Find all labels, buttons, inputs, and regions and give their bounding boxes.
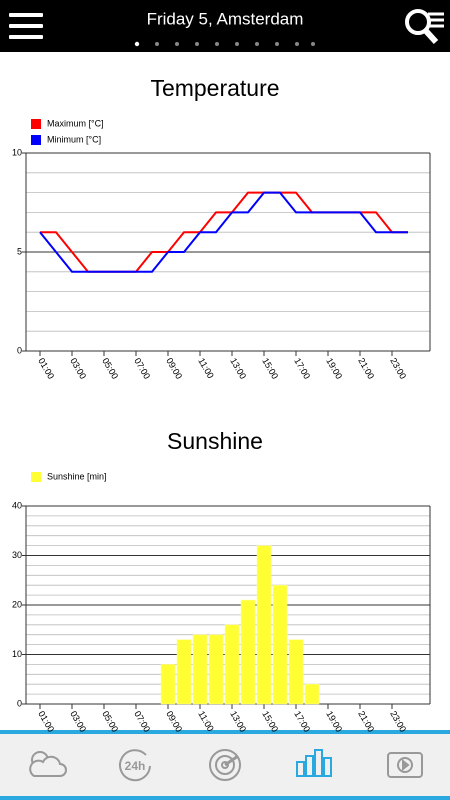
nav-bottom-line (0, 796, 450, 800)
bar (304, 683, 320, 705)
menu-button[interactable] (9, 13, 43, 39)
legend-swatch (31, 135, 41, 145)
chart-title: Temperature (150, 75, 279, 101)
y-tick-label: 10 (12, 147, 22, 157)
bar (240, 599, 256, 705)
series-line (39, 191, 408, 273)
y-tick-label: 20 (12, 599, 22, 609)
legend-label: Maximum [°C] (47, 118, 104, 128)
bar (160, 664, 176, 705)
x-tick-label: 11:00 (196, 356, 216, 380)
legend-swatch (31, 472, 41, 482)
x-tick-label: 05:00 (100, 356, 120, 381)
y-tick-label: 30 (12, 550, 22, 560)
nav-top-line (0, 730, 450, 734)
x-tick-label: 23:00 (388, 356, 408, 381)
bar (224, 624, 240, 705)
x-tick-label: 09:00 (164, 356, 184, 381)
chart-title: Sunshine (167, 428, 263, 454)
bar (192, 634, 208, 705)
search-button[interactable] (405, 9, 444, 45)
nav-video[interactable] (387, 752, 423, 778)
legend-swatch (31, 119, 41, 129)
bar (272, 584, 288, 705)
x-tick-label: 07:00 (132, 356, 152, 381)
x-tick-label: 17:00 (292, 356, 312, 381)
nav-24h[interactable]: 24h (119, 749, 151, 782)
x-tick-label: 01:00 (36, 356, 56, 381)
y-tick-label: 5 (17, 246, 22, 256)
x-tick-label: 15:00 (260, 356, 280, 381)
y-tick-label: 40 (12, 500, 22, 510)
svg-text:24h: 24h (125, 759, 146, 773)
nav-weather[interactable] (29, 751, 67, 777)
y-tick-label: 0 (17, 345, 22, 355)
y-tick-label: 0 (17, 698, 22, 708)
x-tick-label: 19:00 (324, 356, 344, 381)
header-title: Friday 5, Amsterdam (147, 9, 304, 28)
legend-label: Minimum [°C] (47, 134, 101, 144)
bar (176, 639, 192, 705)
header-bar (0, 0, 450, 52)
bar (256, 545, 272, 705)
bar (288, 639, 304, 705)
x-tick-label: 11:00 (196, 709, 216, 733)
x-tick-label: 21:00 (356, 356, 376, 381)
legend-label: Sunshine [min] (47, 471, 107, 481)
y-tick-label: 10 (12, 649, 22, 659)
nav-charts[interactable] (296, 749, 332, 777)
nav-radar[interactable] (209, 749, 241, 781)
x-tick-label: 03:00 (68, 356, 88, 381)
bar (208, 634, 224, 705)
x-tick-label: 13:00 (228, 356, 248, 381)
page-dots (134, 41, 315, 47)
